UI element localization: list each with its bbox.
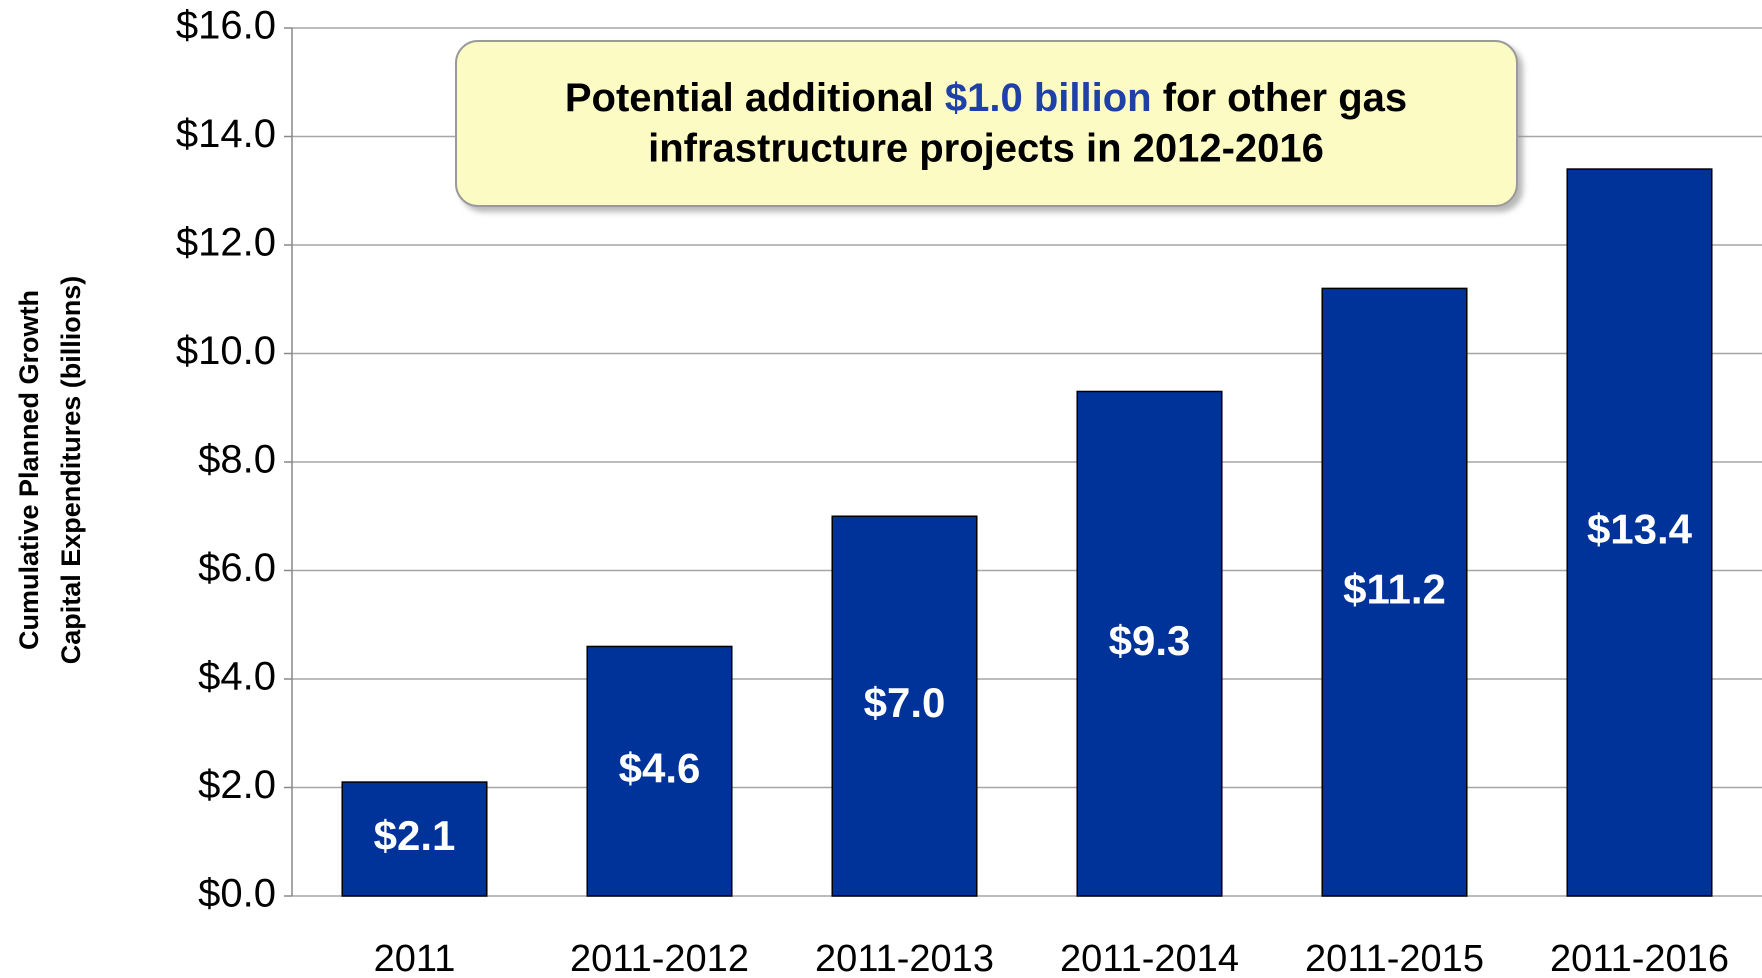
y-tick-label: $8.0 — [198, 438, 276, 482]
x-tick-label: 2011-2016 — [1550, 938, 1729, 978]
y-tick-label: $16.0 — [176, 4, 276, 48]
value-label: $7.0 — [864, 679, 946, 726]
y-tick-label: $0.0 — [198, 872, 276, 916]
value-label: $11.2 — [1343, 565, 1446, 612]
y-tick-label: $14.0 — [176, 112, 276, 156]
y-tick-label: $12.0 — [176, 221, 276, 265]
y-axis-title-line: Cumulative Planned Growth — [14, 290, 44, 650]
bar — [1321, 287, 1468, 897]
bar — [831, 515, 978, 897]
x-tick-label: 2011 — [374, 938, 456, 978]
x-tick-label: 2011-2015 — [1305, 938, 1484, 978]
x-tick-label: 2011-2013 — [815, 938, 994, 978]
value-label: $9.3 — [1109, 617, 1191, 664]
bar — [1566, 168, 1713, 897]
bar — [586, 645, 733, 897]
annotation-line: infrastructure projects in 2012-2016 — [648, 127, 1324, 171]
annotation-box — [455, 40, 1518, 207]
bar — [341, 781, 488, 897]
x-tick-label: 2011-2014 — [1060, 938, 1239, 978]
y-tick-label: $10.0 — [176, 329, 276, 373]
y-tick-label: $6.0 — [198, 546, 276, 590]
annotation: Potential additional $1.0 billion for ot… — [455, 40, 1518, 207]
y-axis-title: Cumulative Planned Growth Capital Expend… — [14, 276, 86, 665]
y-tick-label: $2.0 — [198, 763, 276, 807]
y-tick-label: $4.0 — [198, 655, 276, 699]
x-tick-label: 2011-2012 — [570, 938, 749, 978]
y-axis-title-line: Capital Expenditures (billions) — [56, 276, 86, 665]
plot-area: $0.0 $2.0 $4.0 $6.0 $8.0 $10.0 $12.0 $14.0 $16.0… — [176, 4, 1762, 978]
value-label: $2.1 — [374, 812, 456, 859]
annotation-text: for other gas — [1152, 76, 1408, 120]
bar — [1076, 390, 1223, 897]
value-label: $13.4 — [1587, 506, 1693, 553]
value-label: $4.6 — [619, 744, 701, 791]
annotation-line: Potential additional $1.0 billion for ot… — [565, 76, 1407, 120]
annotation-highlight: $1.0 billion — [945, 76, 1152, 120]
annotation-text: Potential additional — [565, 76, 945, 120]
